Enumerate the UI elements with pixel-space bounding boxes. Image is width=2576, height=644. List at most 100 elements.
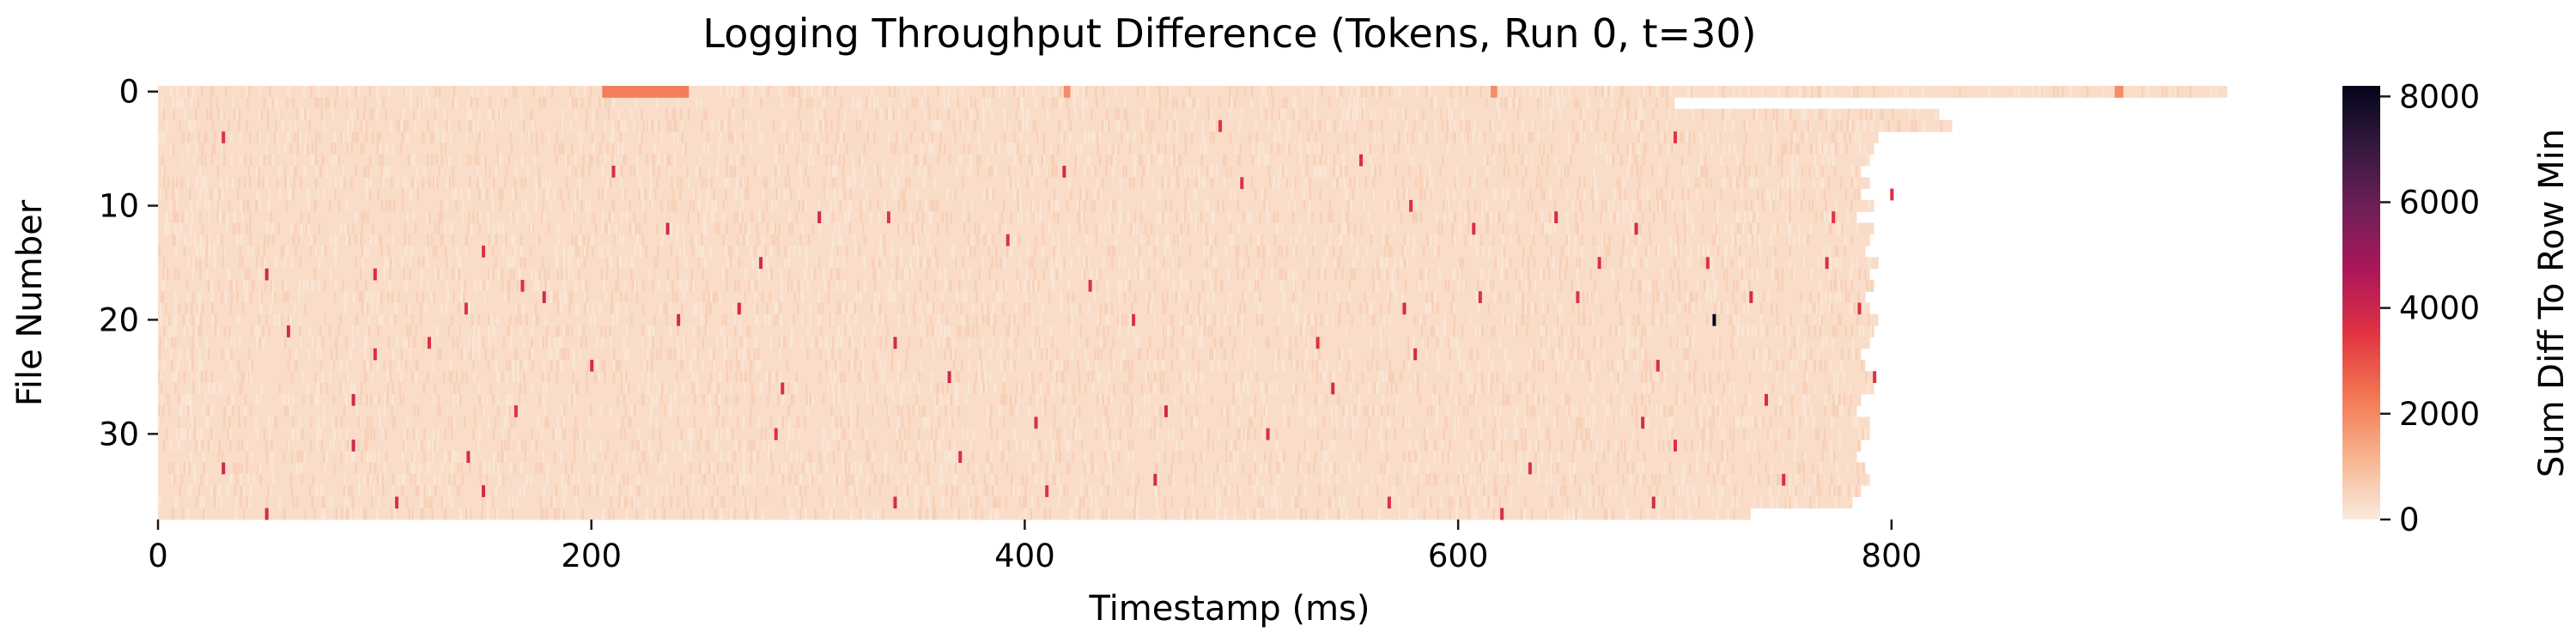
heatmap-cell bbox=[1346, 211, 1349, 223]
heatmap-cell bbox=[665, 222, 667, 235]
heatmap-cell bbox=[1622, 177, 1625, 190]
heatmap-cell bbox=[1530, 154, 1533, 167]
heatmap-cell bbox=[1334, 257, 1336, 270]
heatmap-cell bbox=[240, 234, 243, 246]
heatmap-cell bbox=[919, 199, 921, 212]
heatmap-cell bbox=[1295, 234, 1297, 246]
heatmap-cell bbox=[800, 177, 803, 190]
heatmap-cell bbox=[570, 325, 574, 337]
heatmap-cell bbox=[578, 177, 581, 190]
heatmap-cell bbox=[1340, 86, 1343, 98]
heatmap-cell bbox=[817, 199, 820, 212]
heatmap-cell bbox=[1678, 279, 1680, 292]
heatmap-cell bbox=[485, 86, 488, 98]
heatmap-cell bbox=[1267, 166, 1271, 178]
heatmap-cell bbox=[703, 108, 706, 121]
heatmap-cell bbox=[174, 199, 178, 212]
heatmap-cell bbox=[372, 131, 374, 143]
heatmap-cell bbox=[1588, 97, 1590, 110]
heatmap-cell bbox=[801, 222, 804, 235]
heatmap-cell bbox=[711, 119, 714, 132]
heatmap-row bbox=[158, 188, 1862, 201]
heatmap-cell bbox=[362, 143, 365, 155]
heatmap-cell bbox=[1632, 199, 1636, 212]
heatmap-cell bbox=[900, 86, 902, 98]
heatmap-cell bbox=[937, 313, 940, 326]
heatmap-cell bbox=[896, 257, 898, 270]
heatmap-cell bbox=[342, 279, 344, 292]
heatmap-cell bbox=[1781, 143, 1783, 155]
heatmap-cell bbox=[1704, 119, 1708, 132]
heatmap-cell bbox=[618, 257, 622, 270]
heatmap-cell bbox=[1349, 177, 1352, 190]
heatmap-cell bbox=[1741, 268, 1743, 281]
heatmap-cell bbox=[1802, 302, 1805, 315]
heatmap-cell bbox=[1786, 211, 1789, 223]
heatmap-cell bbox=[164, 222, 167, 235]
heatmap-cell bbox=[925, 131, 927, 143]
heatmap-cell bbox=[1020, 97, 1023, 110]
heatmap-cell bbox=[1742, 257, 1746, 270]
heatmap-cell bbox=[437, 222, 440, 235]
heatmap-cell bbox=[1732, 234, 1735, 246]
heatmap-cell bbox=[1492, 234, 1495, 246]
heatmap-cell bbox=[1345, 211, 1347, 223]
heatmap-cell bbox=[1419, 211, 1423, 223]
heatmap-cell bbox=[1207, 199, 1210, 212]
heatmap-cell bbox=[2086, 86, 2089, 98]
heatmap-cell bbox=[939, 119, 942, 132]
heatmap-cell bbox=[1327, 234, 1331, 246]
heatmap-cell bbox=[1197, 166, 1200, 178]
heatmap-cell bbox=[1053, 188, 1056, 201]
heatmap-cell bbox=[349, 108, 353, 121]
heatmap-cell bbox=[1581, 246, 1583, 258]
heatmap-cell bbox=[1524, 131, 1528, 143]
heatmap-cell bbox=[289, 143, 293, 155]
heatmap-cell bbox=[328, 325, 331, 337]
heatmap-cell bbox=[258, 199, 261, 212]
heatmap-cell bbox=[1279, 279, 1282, 292]
heatmap-cell bbox=[319, 131, 321, 143]
heatmap-cell bbox=[523, 257, 526, 270]
heatmap-cell bbox=[601, 211, 605, 223]
heatmap-cell bbox=[736, 211, 739, 223]
heatmap-cell bbox=[1237, 222, 1240, 235]
heatmap-cell bbox=[908, 268, 912, 281]
heatmap-cell bbox=[1601, 257, 1605, 270]
heatmap-cell bbox=[450, 177, 453, 190]
heatmap-cell bbox=[472, 302, 475, 315]
heatmap-cell bbox=[1755, 222, 1759, 235]
heatmap-cell bbox=[295, 246, 297, 258]
heatmap-cell bbox=[1174, 108, 1176, 121]
heatmap-cell bbox=[1798, 222, 1801, 235]
heatmap-cell bbox=[1686, 86, 1689, 98]
heatmap-cell bbox=[841, 302, 844, 315]
heatmap-cell bbox=[536, 143, 538, 155]
heatmap-cell bbox=[1388, 86, 1391, 98]
heatmap-cell bbox=[1201, 119, 1204, 132]
heatmap-cell bbox=[337, 199, 341, 212]
heatmap-cell bbox=[1827, 119, 1831, 132]
heatmap-cell bbox=[488, 313, 490, 326]
heatmap-cell bbox=[1035, 279, 1037, 292]
heatmap-cell bbox=[1711, 268, 1715, 281]
heatmap-cell bbox=[1267, 211, 1270, 223]
heatmap-cell bbox=[890, 177, 894, 190]
heatmap-cell bbox=[1303, 188, 1305, 201]
heatmap-cell bbox=[853, 177, 856, 190]
heatmap-cell bbox=[542, 97, 544, 110]
heatmap-cell bbox=[981, 302, 983, 315]
heatmap-cell bbox=[1481, 211, 1484, 223]
heatmap-cell bbox=[1759, 246, 1761, 258]
heatmap-cell bbox=[1809, 291, 1812, 303]
heatmap-cell bbox=[893, 291, 896, 303]
heatmap-cell bbox=[197, 199, 199, 212]
heatmap-cell bbox=[610, 177, 612, 190]
heatmap-cell bbox=[1153, 279, 1157, 292]
heatmap-cell bbox=[877, 97, 879, 110]
heatmap-cell bbox=[992, 302, 995, 315]
heatmap-cell bbox=[381, 166, 384, 178]
heatmap-cell bbox=[245, 291, 248, 303]
heatmap-cell bbox=[530, 131, 532, 143]
heatmap-cell bbox=[1103, 119, 1105, 132]
